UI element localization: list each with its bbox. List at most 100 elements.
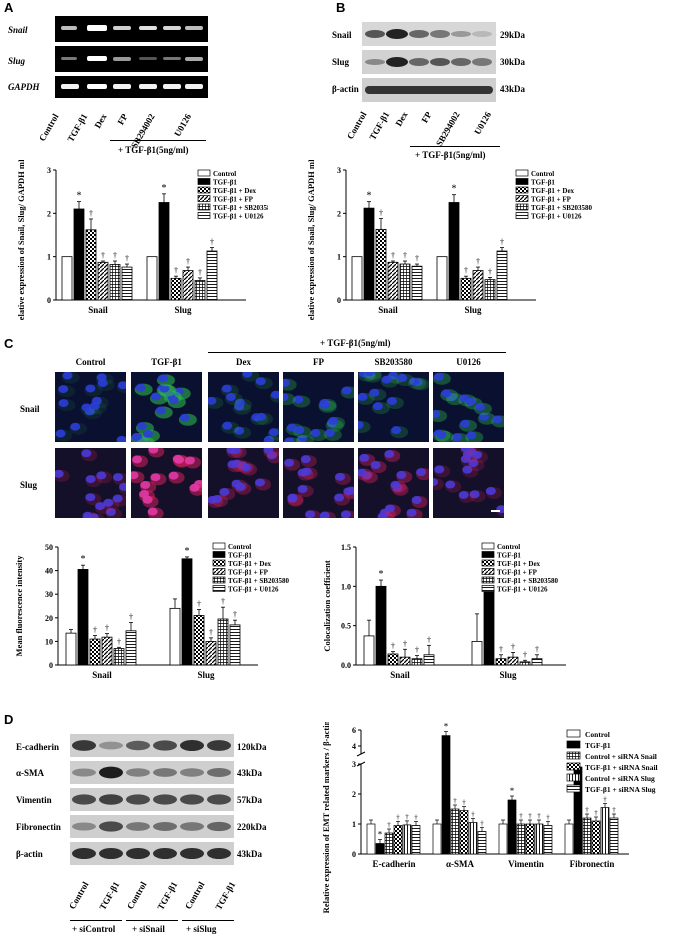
nucleus xyxy=(471,450,482,459)
panel-letter-a: A xyxy=(4,0,14,15)
micrograph-cells xyxy=(283,378,354,442)
mic-head-tgf: TGF-β1 xyxy=(151,357,182,367)
nucleus xyxy=(55,469,64,478)
legend-swatch xyxy=(212,585,226,592)
group-line-d-2 xyxy=(182,920,234,921)
nucleus xyxy=(89,402,100,411)
kda-b-slug: 30kDa xyxy=(500,57,526,67)
micrograph-slug-4 xyxy=(358,448,429,518)
wb-d-bands xyxy=(72,794,231,805)
bar xyxy=(471,641,483,666)
legend-label: TGF-β1 + Dex xyxy=(213,187,257,195)
nucleus xyxy=(179,413,190,422)
band xyxy=(207,847,231,860)
band xyxy=(72,794,96,805)
lane-label-b-dex: Dex xyxy=(393,110,410,128)
legend-swatch xyxy=(197,186,211,194)
gel-snail xyxy=(55,16,208,42)
significance-star: * xyxy=(367,191,372,202)
micrograph-slug-1 xyxy=(131,448,202,518)
category-label: Snail xyxy=(378,305,398,315)
nucleus xyxy=(263,448,274,455)
nucleus xyxy=(168,396,179,405)
nucleus xyxy=(255,377,266,386)
micrograph-cells xyxy=(433,372,504,442)
band xyxy=(180,768,204,777)
micrograph-cells xyxy=(358,372,429,439)
bar xyxy=(591,820,601,855)
legend-label: TGF-β1 xyxy=(531,179,555,187)
band xyxy=(99,766,123,779)
nucleus xyxy=(85,475,96,484)
nucleus xyxy=(451,433,462,442)
chart-c-coloc: 0.0 0.5 1.0 1.5 Colocalization coefficient * †… xyxy=(322,542,566,680)
legend-label: TGF-β1 xyxy=(585,741,611,750)
nucleus xyxy=(283,393,289,402)
significance-dagger: † xyxy=(101,251,105,260)
bar xyxy=(411,658,423,666)
significance-dagger: † xyxy=(89,209,93,218)
nucleus xyxy=(475,402,486,411)
nucleus xyxy=(221,384,232,393)
legend-swatch xyxy=(197,169,211,177)
bar xyxy=(170,277,182,301)
bar xyxy=(450,808,460,855)
mic-head-control: Control xyxy=(75,357,106,367)
nucleus xyxy=(396,470,407,479)
gel-slug xyxy=(55,46,208,72)
nucleus xyxy=(334,472,345,481)
nucleus xyxy=(157,374,168,383)
nucleus xyxy=(358,392,368,401)
bar xyxy=(402,824,412,855)
nucleus xyxy=(377,512,388,518)
nucleus xyxy=(55,429,66,438)
treatment-line-a xyxy=(110,140,206,141)
wb-d-bands xyxy=(72,847,231,860)
wb-b-snail-bands xyxy=(365,29,492,39)
bar xyxy=(366,823,376,855)
band xyxy=(207,821,231,832)
significance-star: * xyxy=(452,184,457,195)
lane-label-b-sb: SB294002 xyxy=(434,110,462,148)
nucleus xyxy=(284,437,295,442)
wb-d-row-4 xyxy=(70,842,234,865)
nucleus xyxy=(219,487,230,496)
legend-label: Control xyxy=(531,170,554,178)
band xyxy=(207,740,231,751)
legend-swatch xyxy=(212,559,226,567)
bar xyxy=(534,823,544,855)
nucleus xyxy=(433,372,444,381)
legend-swatch xyxy=(481,559,495,567)
legend-label: Control xyxy=(497,543,520,551)
bar xyxy=(182,270,194,301)
gel-row-label-snail: Snail xyxy=(8,25,28,35)
bar xyxy=(468,822,478,855)
lane-label-a-dex: Dex xyxy=(92,112,109,130)
group-label-d-0: + siControl xyxy=(72,924,116,934)
y-tick-label: 3 xyxy=(337,166,341,175)
nucleus xyxy=(168,471,179,480)
bar xyxy=(113,648,125,666)
nucleus xyxy=(294,426,305,435)
mic-row-label-slug: Slug xyxy=(20,480,38,490)
legend-label: TGF-β1 + SB203580 xyxy=(213,204,268,212)
bar xyxy=(399,263,411,301)
bar xyxy=(351,256,363,301)
nucleus xyxy=(406,508,417,517)
micrograph-snail-2 xyxy=(208,372,279,442)
bar xyxy=(363,635,375,666)
y-tick-label: 0.0 xyxy=(341,661,351,670)
significance-dagger: † xyxy=(427,635,431,644)
bar xyxy=(543,825,553,855)
nucleus xyxy=(235,482,246,491)
bar xyxy=(85,229,97,301)
nucleus xyxy=(268,428,279,437)
band xyxy=(180,847,204,860)
wb-d-bands xyxy=(72,821,231,832)
micrograph-cells xyxy=(358,450,429,518)
nucleus xyxy=(341,386,352,395)
lane-label-d-1: TGF-β1 xyxy=(97,880,122,912)
lane-label-a-fp: FP xyxy=(115,112,130,127)
bar xyxy=(477,831,487,855)
micrograph-cells xyxy=(55,372,126,442)
